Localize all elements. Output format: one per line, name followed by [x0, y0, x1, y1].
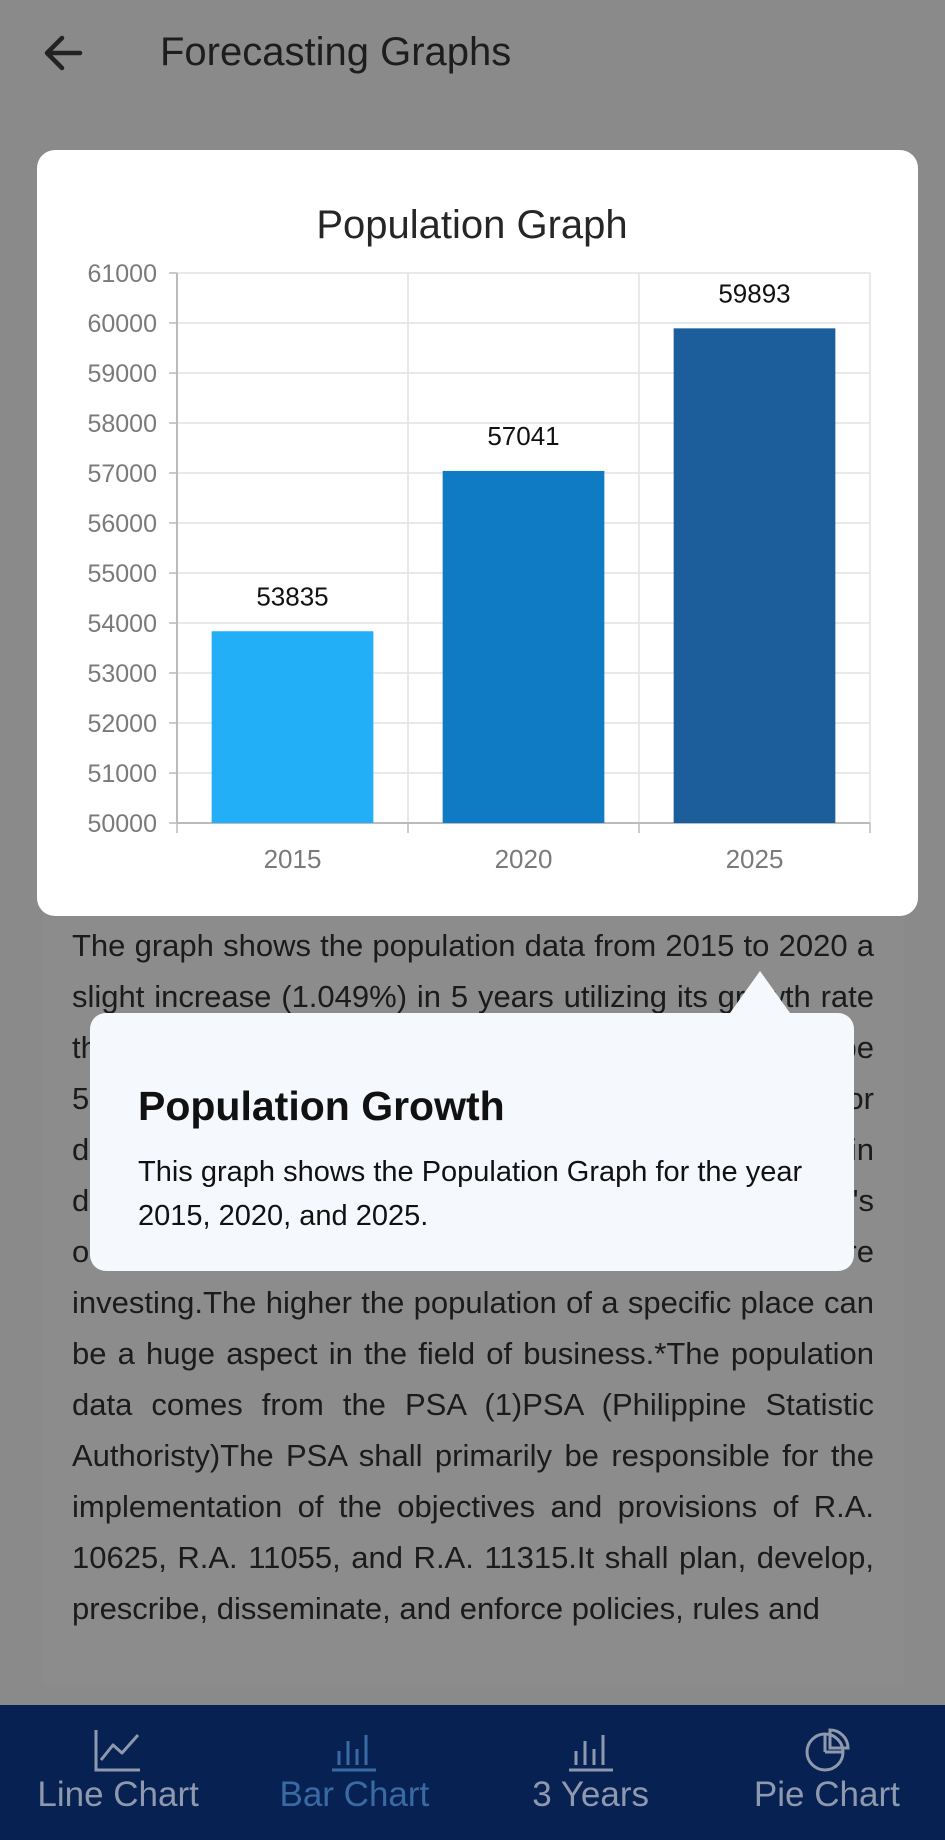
bar-2015[interactable] — [211, 631, 374, 823]
nav-bar-chart[interactable]: Bar Chart — [236, 1705, 472, 1840]
tooltip-title: Population Growth — [138, 1083, 505, 1129]
tooltip-body: This graph shows the Population Graph fo… — [138, 1156, 803, 1232]
y-tick-label: 55000 — [87, 560, 157, 588]
bar-2025[interactable] — [673, 328, 836, 823]
nav-line-chart-label: Line Chart — [37, 1775, 199, 1814]
nav-line-chart[interactable]: Line Chart — [0, 1705, 236, 1840]
page-title: Forecasting Graphs — [160, 30, 512, 74]
tooltip-arrow — [730, 971, 790, 1013]
y-tick-label: 61000 — [87, 260, 157, 288]
y-tick-label: 60000 — [87, 310, 157, 338]
y-tick-label: 53000 — [87, 660, 157, 688]
nav-pie-chart-label: Pie Chart — [753, 1775, 900, 1814]
population-bar-chart: Population Graph 50000 51000 52000 53000 540… — [87, 203, 871, 874]
nav-3-years-label: 3 Years — [532, 1775, 650, 1814]
x-tick-label: 2020 — [495, 844, 553, 874]
bar-chart-icon — [332, 1735, 377, 1772]
bar-chart-icon — [568, 1735, 613, 1772]
bar-data-label: 53835 — [256, 581, 328, 611]
arrow-left-icon — [44, 35, 83, 71]
bottom-navigation: Line Chart Bar Chart 3 Years Pie Chart — [0, 1705, 945, 1840]
chart-card: Population Graph 50000 51000 52000 53000 540… — [37, 150, 918, 916]
y-tick-label: 51000 — [87, 760, 157, 788]
chart-title: Population Graph — [316, 203, 627, 247]
x-tick-label: 2015 — [264, 844, 322, 874]
bar-data-label: 57041 — [487, 421, 559, 451]
line-chart-icon — [94, 1730, 141, 1772]
back-button[interactable] — [40, 30, 86, 76]
x-tick-label: 2025 — [726, 844, 784, 874]
y-tick-label: 59000 — [87, 360, 157, 388]
y-tick-label: 54000 — [87, 610, 157, 638]
bar-2020[interactable] — [442, 470, 605, 823]
y-tick-label: 50000 — [87, 810, 157, 838]
y-tick-label: 58000 — [87, 410, 157, 438]
bar-data-label: 59893 — [718, 278, 790, 308]
y-tick-label: 56000 — [87, 510, 157, 538]
y-tick-label: 57000 — [87, 460, 157, 488]
pie-chart-icon — [805, 1728, 850, 1772]
nav-pie-chart[interactable]: Pie Chart — [709, 1705, 945, 1840]
top-app-bar: Forecasting Graphs — [0, 0, 945, 110]
nav-bar-chart-label: Bar Chart — [279, 1775, 430, 1814]
tooltip-popup: Population Growth This graph shows the P… — [90, 971, 854, 1271]
y-tick-label: 52000 — [87, 710, 157, 738]
nav-3-years[interactable]: 3 Years — [473, 1705, 709, 1840]
